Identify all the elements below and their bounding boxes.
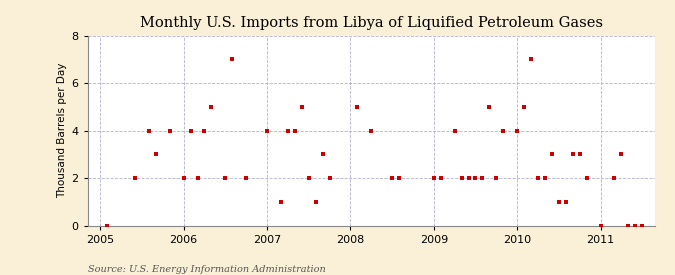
Point <box>275 200 286 204</box>
Point <box>352 105 362 109</box>
Point <box>554 200 564 204</box>
Point <box>429 176 439 180</box>
Point <box>581 176 592 180</box>
Point <box>199 128 210 133</box>
Point <box>394 176 404 180</box>
Point <box>498 128 509 133</box>
Point <box>310 200 321 204</box>
Point <box>303 176 314 180</box>
Point <box>518 105 529 109</box>
Point <box>539 176 550 180</box>
Point <box>560 200 571 204</box>
Point <box>164 128 175 133</box>
Point <box>609 176 620 180</box>
Point <box>262 128 273 133</box>
Point <box>533 176 543 180</box>
Point <box>192 176 203 180</box>
Point <box>491 176 502 180</box>
Point <box>435 176 446 180</box>
Point <box>630 223 641 228</box>
Point <box>102 223 113 228</box>
Point <box>477 176 488 180</box>
Point <box>450 128 460 133</box>
Point <box>185 128 196 133</box>
Point <box>282 128 293 133</box>
Point <box>366 128 377 133</box>
Point <box>241 176 252 180</box>
Point <box>616 152 627 156</box>
Point <box>178 176 189 180</box>
Point <box>470 176 481 180</box>
Point <box>130 176 140 180</box>
Point <box>456 176 467 180</box>
Point <box>512 128 522 133</box>
Y-axis label: Thousand Barrels per Day: Thousand Barrels per Day <box>57 63 68 198</box>
Point <box>290 128 300 133</box>
Point <box>317 152 328 156</box>
Point <box>526 57 537 62</box>
Point <box>623 223 634 228</box>
Point <box>296 105 307 109</box>
Point <box>637 223 647 228</box>
Point <box>206 105 217 109</box>
Point <box>568 152 578 156</box>
Point <box>484 105 495 109</box>
Point <box>574 152 585 156</box>
Point <box>387 176 398 180</box>
Point <box>463 176 474 180</box>
Point <box>227 57 238 62</box>
Point <box>220 176 231 180</box>
Point <box>151 152 161 156</box>
Point <box>595 223 606 228</box>
Point <box>144 128 155 133</box>
Point <box>324 176 335 180</box>
Point <box>547 152 558 156</box>
Text: Source: U.S. Energy Information Administration: Source: U.S. Energy Information Administ… <box>88 265 325 274</box>
Title: Monthly U.S. Imports from Libya of Liquified Petroleum Gases: Monthly U.S. Imports from Libya of Liqui… <box>140 16 603 31</box>
